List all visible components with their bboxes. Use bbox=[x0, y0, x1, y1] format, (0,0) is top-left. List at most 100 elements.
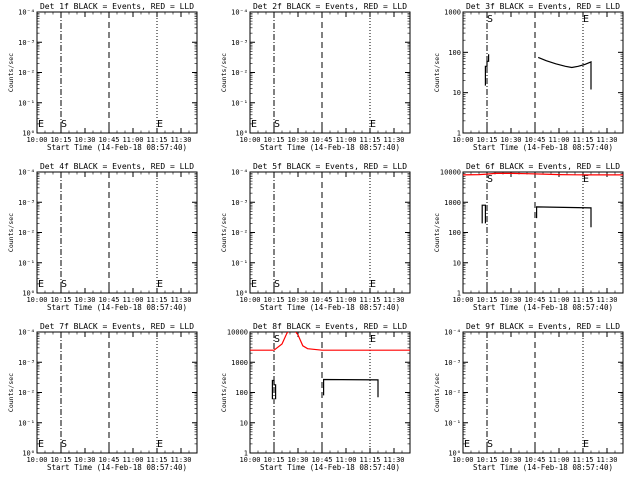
x-tick-label: 10:45 bbox=[311, 456, 332, 464]
x-tick-label: 10:00 bbox=[26, 296, 47, 304]
marker-e: E bbox=[157, 439, 163, 450]
x-tick-label: 10:30 bbox=[287, 136, 308, 144]
x-tick-label: 10:00 bbox=[26, 136, 47, 144]
y-tick-label: 10000 bbox=[227, 329, 248, 337]
x-tick-label: 10:00 bbox=[239, 296, 260, 304]
y-tick-label: 10⁻⁴ bbox=[231, 9, 248, 17]
chart-title: Det 6f BLACK = Events, RED = LLD bbox=[466, 162, 620, 171]
y-tick-label: 10⁻⁴ bbox=[18, 169, 35, 177]
y-tick-label: 10⁻⁴ bbox=[18, 329, 35, 337]
x-tick-label: 10:30 bbox=[287, 296, 308, 304]
x-tick-label: 11:30 bbox=[596, 296, 617, 304]
x-tick-label: 10:30 bbox=[500, 456, 521, 464]
x-tick-label: 11:15 bbox=[572, 136, 593, 144]
y-tick-label: 10⁰ bbox=[235, 290, 248, 298]
panel-det-6f: Det 6f BLACK = Events, RED = LLD 1 10 100 10… bbox=[433, 162, 624, 312]
y-tick-label: 10⁻⁴ bbox=[231, 169, 248, 177]
x-axis-label: Start Time (14-Feb-18 08:57:40) bbox=[260, 303, 400, 312]
x-tick-label: 11:30 bbox=[596, 136, 617, 144]
y-tick-label: 10⁻⁴ bbox=[18, 9, 35, 17]
marker-s: S bbox=[487, 14, 493, 25]
y-tick-label: 10⁻³ bbox=[18, 359, 35, 367]
marker-e: E bbox=[583, 439, 589, 450]
y-tick-label: 10⁻¹ bbox=[444, 419, 461, 427]
panel-det-1f: Det 1f BLACK = Events, RED = LLD 10⁰ 10⁻¹ 1… bbox=[7, 2, 198, 152]
y-tick-label: 100 bbox=[235, 389, 248, 397]
x-tick-label: 11:00 bbox=[548, 136, 569, 144]
x-tick-label: 11:15 bbox=[146, 136, 167, 144]
x-axis-label: Start Time (14-Feb-18 08:57:40) bbox=[47, 463, 187, 472]
marker-s: S bbox=[61, 279, 67, 290]
x-tick-label: 10:00 bbox=[452, 456, 473, 464]
series-group bbox=[463, 172, 623, 228]
x-tick-label: 10:15 bbox=[50, 456, 71, 464]
y-tick-label: 10⁰ bbox=[22, 450, 35, 458]
events-series-line bbox=[271, 379, 277, 400]
x-tick-label: 11:30 bbox=[383, 296, 404, 304]
marker-e-left: E bbox=[251, 279, 257, 290]
events-series-line bbox=[484, 54, 490, 86]
marker-e-left: E bbox=[251, 119, 257, 130]
y-tick-label: 10⁻² bbox=[231, 229, 248, 237]
y-tick-label: 100 bbox=[448, 49, 461, 57]
marker-e: E bbox=[370, 279, 376, 290]
marker-e: E bbox=[370, 119, 376, 130]
events-series-line bbox=[323, 378, 379, 398]
y-tick-label: 10⁻¹ bbox=[18, 99, 35, 107]
marker-e: E bbox=[370, 334, 376, 345]
y-tick-label: 1000 bbox=[231, 359, 248, 367]
x-tick-label: 11:15 bbox=[572, 296, 593, 304]
x-tick-label: 10:00 bbox=[452, 136, 473, 144]
panel-det-7f: Det 7f BLACK = Events, RED = LLD 10⁰ 10⁻¹ 1… bbox=[7, 322, 198, 472]
y-tick-label: 10⁻² bbox=[18, 69, 35, 77]
x-tick-label: 11:00 bbox=[122, 296, 143, 304]
y-axis-label: Counts/sec bbox=[433, 373, 441, 412]
marker-e-left: E bbox=[464, 439, 470, 450]
y-tick-label: 10⁻¹ bbox=[18, 259, 35, 267]
x-tick-label: 11:00 bbox=[548, 296, 569, 304]
chart-title: Det 7f BLACK = Events, RED = LLD bbox=[40, 322, 194, 331]
y-tick-label: 10⁰ bbox=[235, 130, 248, 138]
y-tick-label: 10⁻³ bbox=[231, 199, 248, 207]
x-tick-label: 10:15 bbox=[476, 296, 497, 304]
x-tick-label: 11:15 bbox=[359, 296, 380, 304]
x-tick-label: 10:15 bbox=[50, 136, 71, 144]
y-tick-label: 10⁻³ bbox=[231, 39, 248, 47]
x-tick-label: 11:00 bbox=[122, 136, 143, 144]
marker-e-left: E bbox=[38, 279, 44, 290]
panel-det-2f: Det 2f BLACK = Events, RED = LLD 10⁰ 10⁻¹ 1… bbox=[220, 2, 411, 152]
y-axis-label: Counts/sec bbox=[7, 53, 15, 92]
y-tick-label: 10⁰ bbox=[448, 450, 461, 458]
x-tick-label: 10:45 bbox=[524, 296, 545, 304]
chart-title: Det 9f BLACK = Events, RED = LLD bbox=[466, 322, 620, 331]
y-tick-label: 10⁰ bbox=[22, 290, 35, 298]
series-group bbox=[250, 332, 410, 400]
events-series-line bbox=[537, 56, 592, 90]
x-tick-label: 10:45 bbox=[524, 136, 545, 144]
marker-s: S bbox=[274, 334, 280, 345]
x-tick-label: 10:15 bbox=[50, 296, 71, 304]
marker-e: E bbox=[157, 119, 163, 130]
y-tick-label: 1000 bbox=[444, 199, 461, 207]
marker-e-left: E bbox=[38, 119, 44, 130]
marker-s: S bbox=[274, 279, 280, 290]
x-tick-label: 11:30 bbox=[170, 296, 191, 304]
x-tick-label: 10:15 bbox=[476, 136, 497, 144]
y-tick-label: 10 bbox=[453, 89, 461, 97]
y-tick-label: 10 bbox=[240, 419, 248, 427]
y-tick-label: 10⁰ bbox=[22, 130, 35, 138]
x-tick-label: 11:00 bbox=[335, 456, 356, 464]
y-tick-label: 10⁻² bbox=[18, 389, 35, 397]
marker-e-left: E bbox=[38, 439, 44, 450]
x-tick-label: 10:45 bbox=[311, 296, 332, 304]
y-tick-label: 10⁻¹ bbox=[231, 99, 248, 107]
chart-title: Det 1f BLACK = Events, RED = LLD bbox=[40, 2, 194, 11]
events-series-line bbox=[481, 204, 486, 224]
y-axis-label: Counts/sec bbox=[220, 53, 228, 92]
y-axis-label: Counts/sec bbox=[433, 213, 441, 252]
x-tick-label: 10:15 bbox=[476, 456, 497, 464]
y-tick-label: 10⁻³ bbox=[444, 359, 461, 367]
y-tick-label: 1 bbox=[244, 450, 248, 458]
x-tick-label: 10:00 bbox=[452, 296, 473, 304]
x-tick-label: 10:15 bbox=[263, 296, 284, 304]
